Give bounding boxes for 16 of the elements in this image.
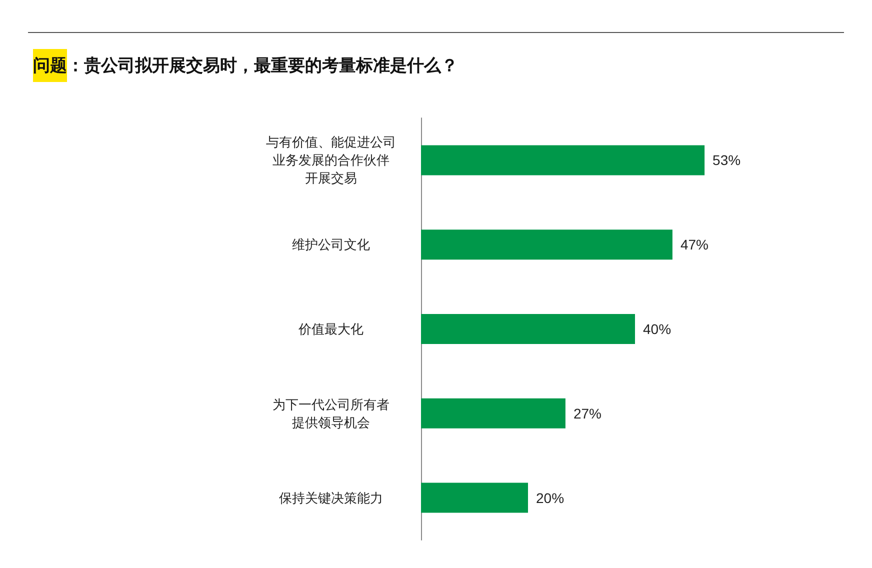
data-label: 27% [573,405,602,422]
y-tick-label: 维护公司文化 [292,237,370,252]
data-label: 40% [643,321,672,337]
y-tick-label: 与有价值、能促进公司业务发展的合作伙伴开展交易 [266,134,396,186]
bar [421,482,528,513]
data-label: 20% [536,490,564,506]
data-label: 53% [712,152,741,168]
y-tick-label: 保持关键决策能力 [279,490,383,506]
text: 问题：贵公司拟开展交易时，最重要的考量标准是什么？ [33,56,458,75]
bar [421,314,635,344]
y-tick-label: 为下一代公司所有者提供领导机会 [272,396,390,430]
bar [421,230,672,260]
y-tick-label: 价值最大化 [298,322,364,336]
bar [421,145,705,176]
data-label: 47% [680,236,708,253]
bar [421,398,566,428]
